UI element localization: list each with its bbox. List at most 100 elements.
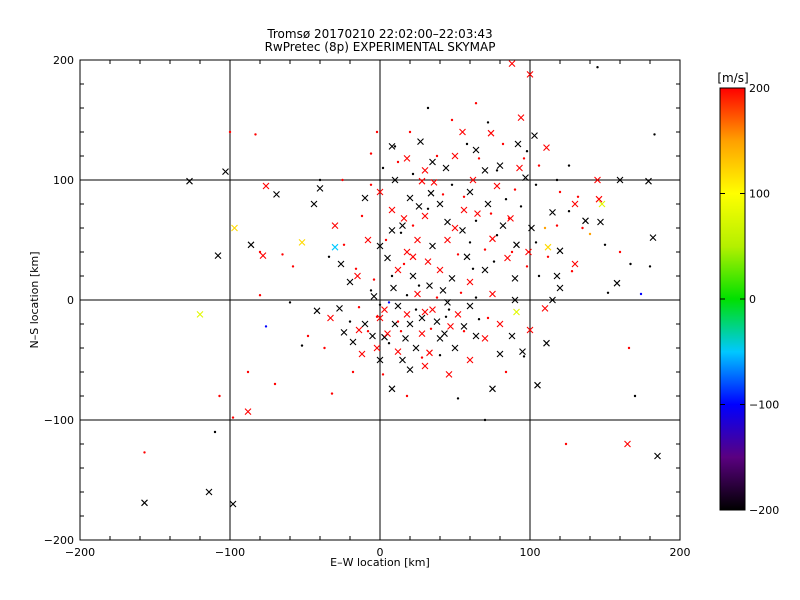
data-point-x bbox=[427, 189, 435, 197]
data-point-x bbox=[616, 176, 624, 184]
data-point-dot bbox=[653, 133, 656, 136]
data-point-dot bbox=[281, 253, 284, 256]
grid-lines bbox=[80, 60, 680, 540]
colorbar-tick-label: 200 bbox=[749, 82, 770, 95]
data-point-x bbox=[487, 129, 495, 137]
data-point-dot bbox=[567, 164, 571, 167]
data-point-x bbox=[310, 200, 318, 208]
data-point-dot bbox=[354, 267, 358, 270]
colorbar: [m/s] 200 100 0 −100 −200 bbox=[717, 71, 779, 517]
data-point-x bbox=[361, 194, 369, 202]
data-points bbox=[141, 60, 661, 508]
data-point-dot bbox=[558, 190, 562, 194]
data-point-x bbox=[466, 302, 474, 310]
data-point-dot bbox=[581, 226, 584, 230]
data-point-x bbox=[336, 305, 343, 312]
data-point-x bbox=[406, 194, 414, 202]
data-point-x bbox=[448, 275, 456, 282]
data-point-x bbox=[433, 318, 441, 325]
data-point-dot bbox=[483, 418, 487, 422]
data-point-dot bbox=[495, 234, 499, 237]
data-point-x bbox=[426, 282, 433, 289]
data-point-x bbox=[504, 254, 511, 262]
data-point-x bbox=[444, 299, 451, 306]
data-point-x bbox=[313, 307, 321, 315]
data-point-dot bbox=[606, 291, 610, 294]
data-point-dot bbox=[381, 166, 385, 170]
data-point-dot bbox=[323, 346, 326, 350]
data-point-x bbox=[451, 152, 459, 160]
data-point-dot bbox=[450, 183, 454, 186]
data-point-x bbox=[222, 168, 229, 175]
data-point-x bbox=[534, 381, 541, 389]
data-point-x bbox=[594, 176, 601, 184]
data-point-x bbox=[381, 306, 388, 313]
data-point-dot bbox=[456, 397, 460, 400]
data-point-x bbox=[493, 182, 501, 190]
data-point-dot bbox=[273, 382, 277, 386]
data-point-dot bbox=[555, 178, 559, 182]
data-point-x bbox=[489, 290, 496, 298]
data-point-x bbox=[544, 243, 552, 251]
data-point-x bbox=[553, 272, 561, 280]
data-point-dot bbox=[468, 241, 472, 244]
data-point-x bbox=[376, 314, 384, 322]
data-point-x bbox=[436, 266, 444, 274]
data-point-dot bbox=[507, 217, 511, 220]
x-tick-label: 100 bbox=[520, 546, 541, 559]
data-point-dot bbox=[510, 250, 514, 254]
data-point-dot bbox=[288, 301, 292, 304]
data-point-x bbox=[484, 200, 492, 208]
data-point-dot bbox=[213, 430, 217, 434]
data-point-dot bbox=[633, 394, 637, 398]
data-point-x bbox=[400, 215, 408, 222]
data-point-x bbox=[556, 284, 564, 292]
data-point-dot bbox=[393, 145, 397, 148]
data-point-x bbox=[466, 188, 474, 196]
x-tick-label: 200 bbox=[670, 546, 691, 559]
data-point-x bbox=[421, 308, 429, 316]
data-point-dot bbox=[246, 370, 250, 374]
data-point-dot bbox=[570, 270, 574, 273]
data-point-x bbox=[417, 138, 424, 145]
data-point-dot bbox=[357, 306, 361, 309]
data-point-dot bbox=[629, 262, 632, 266]
data-point-x bbox=[454, 311, 462, 318]
data-point-x bbox=[469, 176, 477, 184]
data-point-dot bbox=[429, 327, 433, 330]
data-point-dot bbox=[588, 232, 592, 236]
data-point-x bbox=[496, 350, 504, 358]
data-point-dot bbox=[474, 219, 478, 222]
data-point-x bbox=[421, 212, 429, 220]
data-point-dot bbox=[474, 102, 478, 105]
data-point-x bbox=[489, 385, 496, 393]
data-point-x bbox=[472, 332, 480, 340]
data-point-x bbox=[514, 140, 522, 148]
data-point-dot bbox=[504, 198, 508, 201]
data-point-dot bbox=[318, 178, 322, 182]
data-point-dot bbox=[372, 278, 376, 281]
data-point-x bbox=[571, 200, 579, 208]
data-point-x bbox=[406, 366, 414, 373]
data-point-x bbox=[451, 344, 459, 352]
data-point-x bbox=[214, 252, 222, 259]
data-point-dot bbox=[522, 157, 526, 160]
data-point-dot bbox=[366, 330, 370, 333]
data-point-dot bbox=[519, 205, 523, 208]
data-point-x bbox=[526, 326, 534, 334]
data-point-dot bbox=[405, 294, 409, 297]
data-point-x bbox=[229, 500, 237, 508]
data-point-x bbox=[541, 305, 549, 312]
data-point-x bbox=[196, 311, 204, 318]
data-point-x bbox=[597, 218, 604, 226]
data-point-dot bbox=[618, 250, 622, 254]
plot-area: −200 −100 0 100 200 −200 −100 0 100 200 bbox=[44, 54, 691, 559]
data-point-x bbox=[418, 314, 426, 322]
data-point-x bbox=[231, 224, 238, 232]
data-point-x bbox=[316, 185, 324, 192]
data-point-x bbox=[402, 335, 409, 342]
data-point-x bbox=[516, 164, 523, 172]
data-point-x bbox=[409, 253, 417, 261]
data-point-dot bbox=[378, 303, 382, 306]
data-point-x bbox=[370, 293, 378, 300]
